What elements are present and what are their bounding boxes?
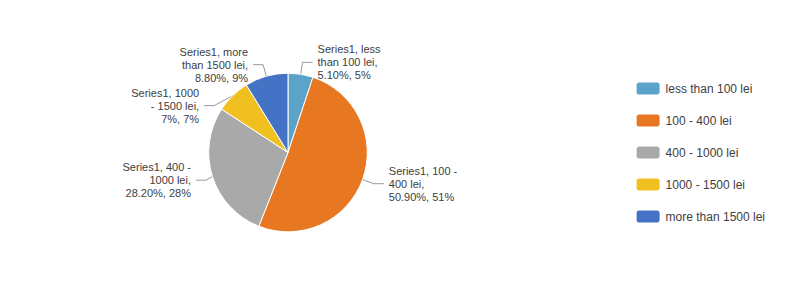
svg-text:more than 1500 lei: more than 1500 lei xyxy=(666,210,765,224)
svg-text:Series1, 400 -: Series1, 400 - xyxy=(123,161,192,173)
svg-text:100 - 400 lei: 100 - 400 lei xyxy=(666,114,732,128)
svg-text:8.80%, 9%: 8.80%, 9% xyxy=(195,72,248,84)
svg-text:less than 100 lei: less than 100 lei xyxy=(666,82,753,96)
svg-text:7%, 7%: 7%, 7% xyxy=(161,113,199,125)
svg-text:400 - 1000 lei: 400 - 1000 lei xyxy=(666,146,739,160)
svg-text:Series1, more: Series1, more xyxy=(180,46,248,58)
svg-text:than 100 lei,: than 100 lei, xyxy=(318,56,378,68)
svg-text:Series1, 1000: Series1, 1000 xyxy=(131,87,199,99)
svg-text:1000 lei,: 1000 lei, xyxy=(149,174,191,186)
svg-text:50.90%, 51%: 50.90%, 51% xyxy=(389,191,455,203)
svg-text:Series1, less: Series1, less xyxy=(318,43,381,55)
svg-text:1000 - 1500 lei: 1000 - 1500 lei xyxy=(666,178,745,192)
svg-text:5.10%, 5%: 5.10%, 5% xyxy=(318,69,371,81)
svg-text:Series1, 100 -: Series1, 100 - xyxy=(389,165,458,177)
svg-text:than 1500 lei,: than 1500 lei, xyxy=(182,59,248,71)
svg-text:400 lei,: 400 lei, xyxy=(389,178,424,190)
svg-text:28.20%, 28%: 28.20%, 28% xyxy=(126,187,192,199)
svg-text:- 1500 lei,: - 1500 lei, xyxy=(151,100,199,112)
